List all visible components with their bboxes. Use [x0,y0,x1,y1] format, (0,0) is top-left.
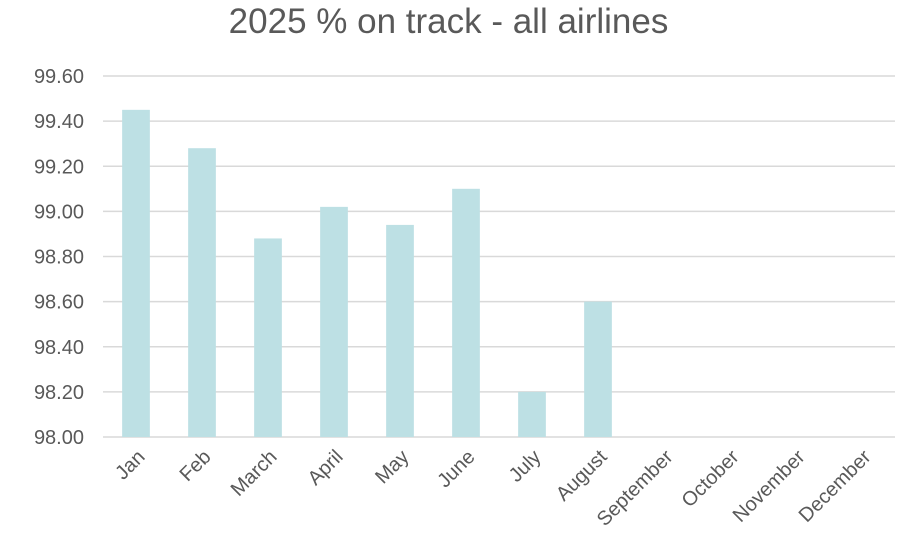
bar-feb [188,148,216,437]
x-tick-label: August [552,446,612,506]
x-tick-label: July [505,446,546,487]
y-tick-label: 99.00 [34,201,84,223]
bar-may [386,224,414,437]
y-tick-label: 98.00 [34,427,84,449]
x-tick-label: October [678,446,744,512]
y-tick-label: 99.40 [34,111,84,133]
x-axis-ticks: Jan Feb March April May June July AugustSeptemb… [111,446,876,531]
y-tick-label: 99.20 [34,156,84,178]
x-tick-label: March [227,446,282,501]
bar-march [254,238,282,437]
gridlines [103,75,895,438]
y-tick-label: 98.20 [34,382,84,404]
x-tick-label: Feb [176,446,216,486]
y-tick-label: 98.60 [34,292,84,314]
y-tick-label: 98.80 [34,247,84,269]
bar-jan [122,109,150,437]
y-tick-label: 99.60 [34,66,84,88]
y-axis-ticks: 98.00 98.20 98.40 98.60 98.80 99.00 99.20 99.40… [34,66,84,449]
bar-june [452,188,480,437]
x-tick-label: Jan [111,446,149,484]
bar-april [320,206,348,437]
y-tick-label: 98.40 [34,337,84,359]
x-tick-label: December [795,446,876,527]
bars [122,109,612,437]
x-tick-label: May [371,446,413,488]
bar-july [518,391,546,437]
chart-title: 2025 % on track - all airlines [228,2,669,41]
bar-august [584,301,612,437]
x-tick-label: April [304,446,348,490]
x-tick-label: June [433,446,479,492]
